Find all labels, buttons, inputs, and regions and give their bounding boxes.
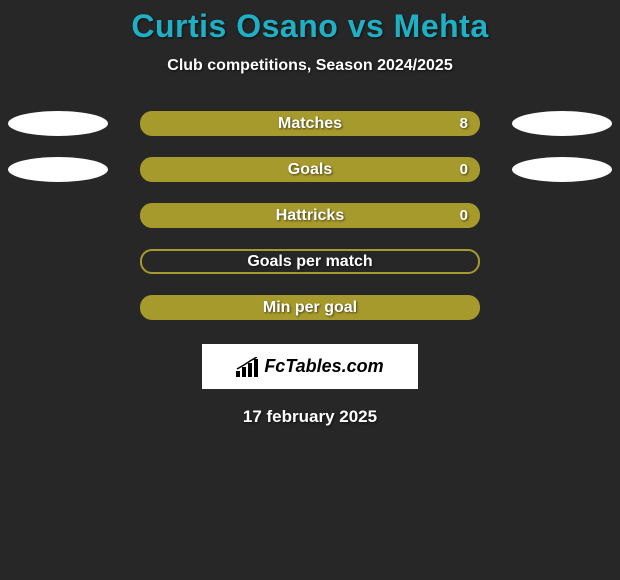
stat-label: Min per goal [263, 299, 357, 317]
stat-value-right: 8 [460, 115, 468, 132]
logo-text: FcTables.com [264, 356, 383, 377]
page-title: Curtis Osano vs Mehta [0, 8, 620, 45]
stat-row-min-per-goal: Min per goal [0, 295, 620, 320]
stat-label: Goals [288, 161, 332, 179]
stat-row-goals-per-match: Goals per match [0, 249, 620, 274]
stat-bar: Hattricks 0 [140, 203, 480, 228]
logo: FcTables.com [236, 356, 383, 377]
stat-bar: Goals per match [140, 249, 480, 274]
comparison-card: Curtis Osano vs Mehta Club competitions,… [0, 0, 620, 427]
stat-label: Hattricks [276, 207, 344, 225]
subtitle: Club competitions, Season 2024/2025 [0, 57, 620, 75]
stat-rows: Matches 8 Goals 0 Hattricks 0 Goals per … [0, 111, 620, 320]
stat-bar: Matches 8 [140, 111, 480, 136]
stat-row-matches: Matches 8 [0, 111, 620, 136]
stat-value-right: 0 [460, 207, 468, 224]
player-right-pill [512, 157, 612, 182]
logo-box: FcTables.com [202, 344, 418, 389]
stat-value-right: 0 [460, 161, 468, 178]
stat-bar: Goals 0 [140, 157, 480, 182]
player-right-pill [512, 111, 612, 136]
stat-label: Matches [278, 115, 342, 133]
stat-label: Goals per match [247, 253, 372, 271]
stat-row-goals: Goals 0 [0, 157, 620, 182]
player-left-pill [8, 157, 108, 182]
player-left-pill [8, 111, 108, 136]
stat-bar: Min per goal [140, 295, 480, 320]
date-label: 17 february 2025 [0, 407, 620, 427]
chart-icon [236, 357, 260, 377]
stat-row-hattricks: Hattricks 0 [0, 203, 620, 228]
